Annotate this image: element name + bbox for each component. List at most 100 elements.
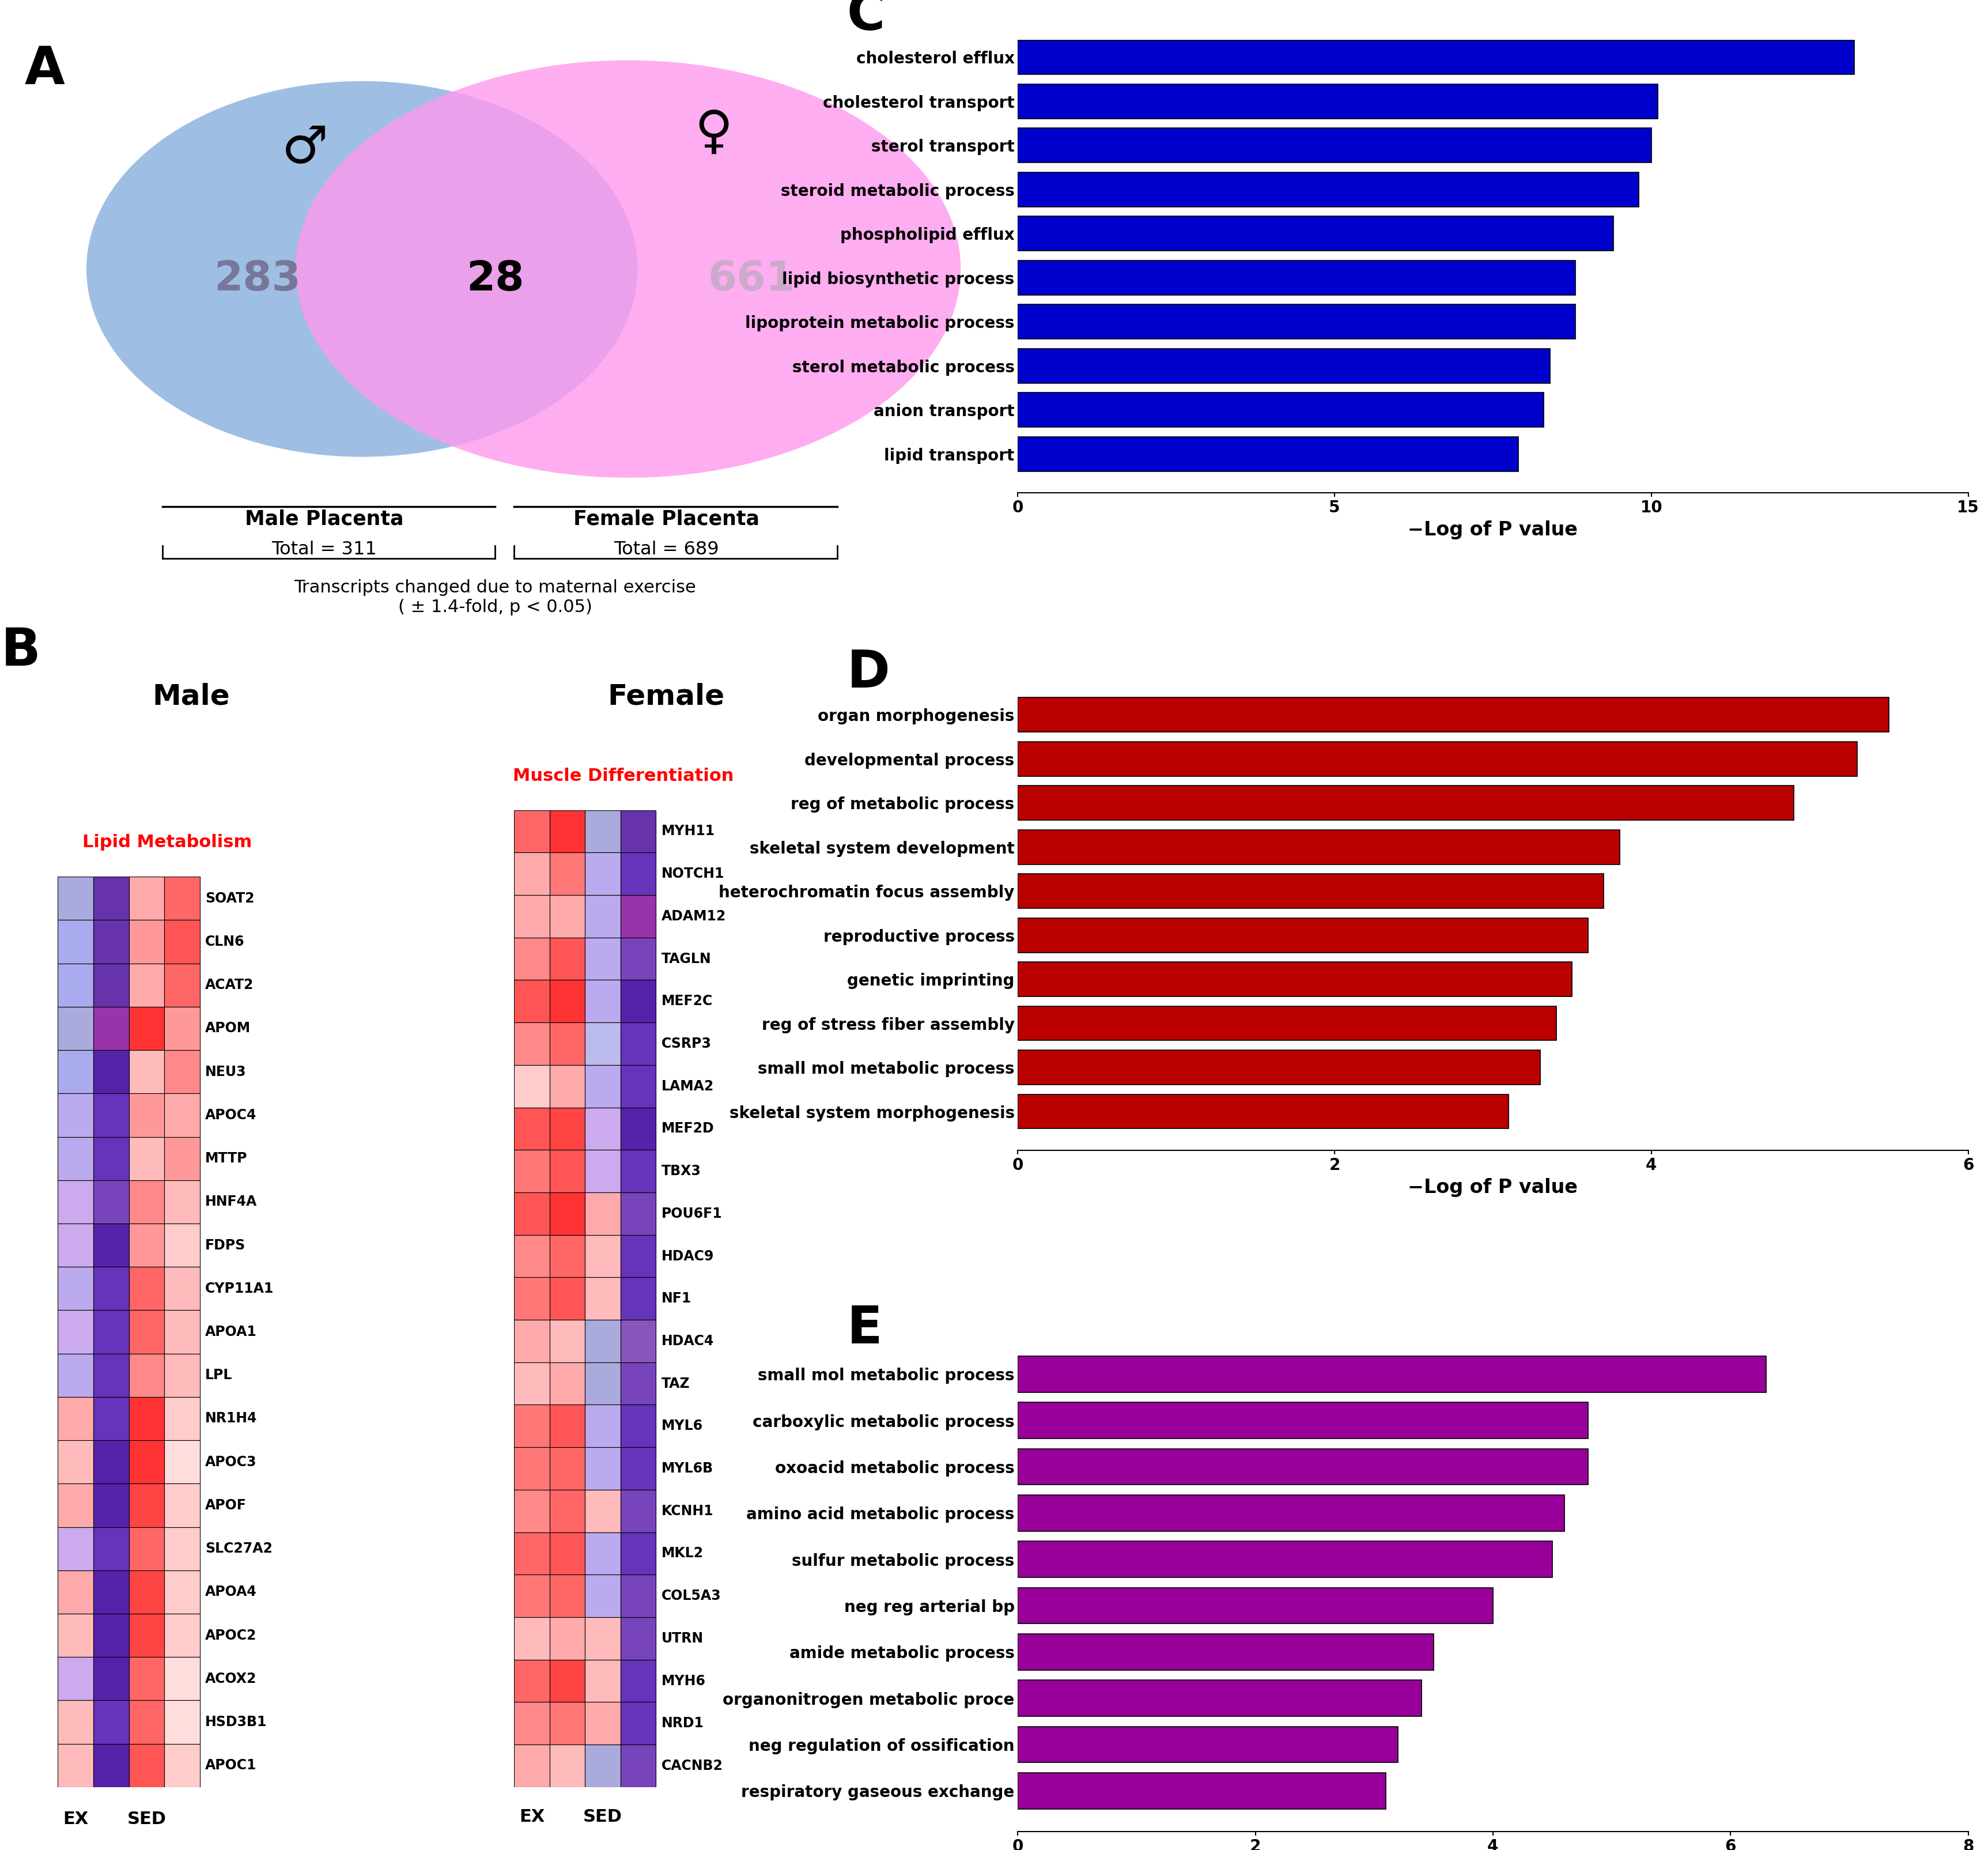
Text: 28: 28	[465, 259, 525, 300]
Bar	[584, 980, 620, 1023]
Bar	[515, 1659, 549, 1702]
Bar	[165, 1526, 201, 1571]
Text: MYH6: MYH6	[662, 1674, 706, 1687]
Bar	[515, 1193, 549, 1234]
Text: MYL6B: MYL6B	[662, 1462, 714, 1476]
Bar	[58, 1136, 93, 1180]
Bar	[58, 1526, 93, 1571]
Bar	[1018, 918, 1588, 953]
Text: CACNB2: CACNB2	[662, 1759, 724, 1772]
Bar	[58, 1093, 93, 1136]
Text: E: E	[847, 1304, 883, 1354]
Bar	[129, 1745, 165, 1787]
Bar	[129, 1658, 165, 1700]
Text: A: A	[24, 44, 66, 96]
Bar	[165, 1441, 201, 1484]
Bar	[549, 1276, 584, 1319]
Bar	[58, 1006, 93, 1051]
Text: B: B	[0, 625, 40, 677]
Bar	[165, 1745, 201, 1787]
Bar	[515, 1234, 549, 1276]
Bar	[515, 1702, 549, 1745]
Bar	[620, 1023, 656, 1066]
Text: MYH11: MYH11	[662, 825, 716, 838]
Text: APOM: APOM	[205, 1021, 250, 1036]
Bar	[549, 1319, 584, 1362]
Bar	[1018, 742, 1857, 775]
Bar	[1018, 831, 1620, 864]
Bar	[129, 1223, 165, 1267]
Bar	[584, 895, 620, 938]
Bar	[58, 1658, 93, 1700]
X-axis label: −Log of P value: −Log of P value	[1408, 520, 1578, 540]
Bar	[620, 1108, 656, 1151]
Text: ♂: ♂	[282, 124, 328, 174]
Bar	[129, 877, 165, 919]
Bar	[1018, 1356, 1765, 1393]
Bar	[58, 1613, 93, 1658]
Text: CLN6: CLN6	[205, 934, 245, 949]
Bar	[620, 1659, 656, 1702]
Bar	[129, 1180, 165, 1223]
Bar	[584, 1574, 620, 1617]
Bar	[129, 1526, 165, 1571]
Text: APOC4: APOC4	[205, 1108, 256, 1123]
Bar	[515, 1362, 549, 1404]
Bar	[620, 1193, 656, 1234]
Bar	[549, 1659, 584, 1702]
Bar	[58, 1354, 93, 1397]
Bar	[549, 1574, 584, 1617]
Bar	[549, 1617, 584, 1659]
Text: LPL: LPL	[205, 1369, 233, 1382]
Bar	[129, 1484, 165, 1526]
Bar	[58, 1441, 93, 1484]
Bar	[549, 1151, 584, 1193]
Bar	[620, 895, 656, 938]
Text: C: C	[847, 0, 885, 41]
Bar	[129, 964, 165, 1006]
Bar	[515, 895, 549, 938]
Bar	[58, 1310, 93, 1354]
Bar	[549, 1023, 584, 1066]
Text: HSD3B1: HSD3B1	[205, 1715, 266, 1730]
Bar	[515, 1276, 549, 1319]
Bar	[165, 1006, 201, 1051]
Bar	[584, 1066, 620, 1108]
Bar	[58, 877, 93, 919]
Bar	[549, 980, 584, 1023]
Text: Female: Female	[608, 683, 726, 710]
Text: EX: EX	[519, 1807, 545, 1826]
Text: NOTCH1: NOTCH1	[662, 868, 724, 881]
Bar	[165, 1310, 201, 1354]
Bar	[549, 1193, 584, 1234]
Bar	[584, 853, 620, 895]
Bar	[620, 1404, 656, 1447]
Bar	[93, 1223, 129, 1267]
Bar	[93, 1613, 129, 1658]
Text: 661: 661	[708, 259, 795, 300]
Bar	[584, 1151, 620, 1193]
Bar	[1018, 261, 1574, 294]
Bar	[93, 1526, 129, 1571]
Bar	[58, 919, 93, 964]
Text: HDAC4: HDAC4	[662, 1334, 714, 1349]
Text: APOC2: APOC2	[205, 1628, 256, 1643]
Bar	[549, 1532, 584, 1574]
Bar	[1018, 41, 1855, 74]
Text: Male: Male	[153, 683, 231, 710]
Bar	[549, 1362, 584, 1404]
Bar	[1018, 1587, 1493, 1624]
Bar	[584, 1447, 620, 1489]
Bar	[93, 1397, 129, 1441]
Bar	[584, 1489, 620, 1532]
Bar	[515, 1319, 549, 1362]
Bar	[515, 1617, 549, 1659]
Bar	[584, 938, 620, 980]
Bar	[165, 877, 201, 919]
Bar	[58, 1484, 93, 1526]
Bar	[515, 1574, 549, 1617]
Bar	[165, 1136, 201, 1180]
Bar	[549, 1702, 584, 1745]
Text: ACOX2: ACOX2	[205, 1672, 256, 1685]
Bar	[58, 1745, 93, 1787]
